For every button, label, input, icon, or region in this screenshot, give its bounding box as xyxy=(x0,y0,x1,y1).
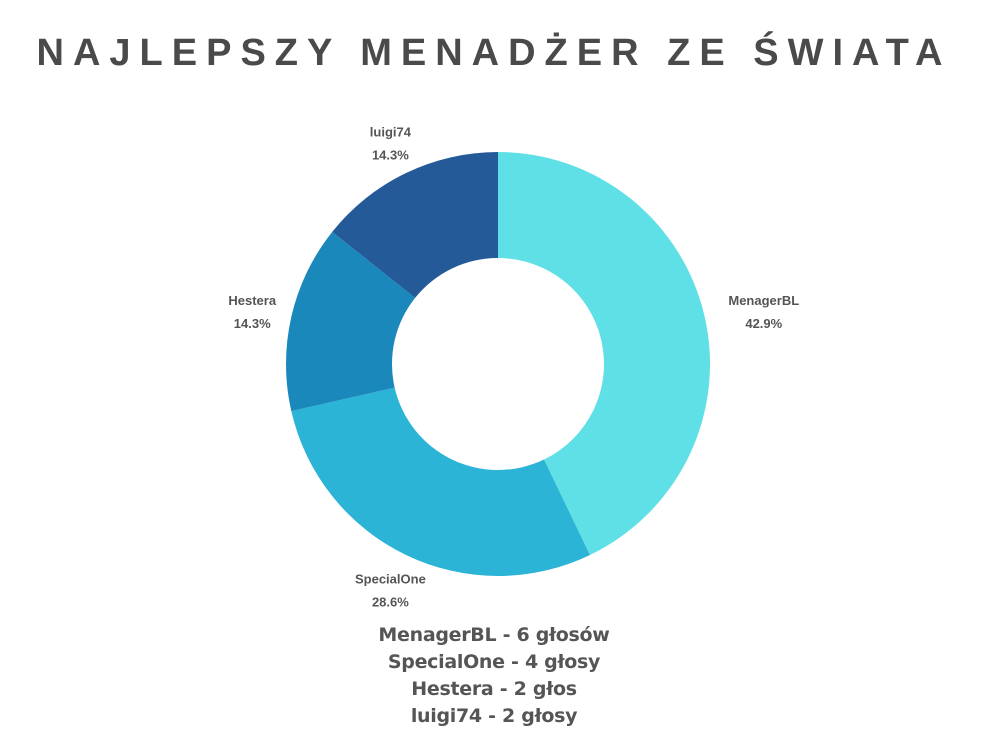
summary-line: Hestera - 2 głos xyxy=(411,678,577,700)
summary-line: MenagerBL - 6 głosów xyxy=(378,624,610,646)
summary-line: SpecialOne - 4 głosy xyxy=(387,651,601,673)
slice-Hestera xyxy=(285,231,416,412)
slice-percent-label: 14.3% xyxy=(372,148,409,163)
chart-title: NAJLEPSZY MENADŻER ZE ŚWIATA xyxy=(36,32,952,74)
slice-MenagerBL xyxy=(498,152,710,556)
slice-percent-label: 28.6% xyxy=(372,594,409,609)
slice-percent-label: 42.9% xyxy=(745,316,782,331)
summary-line: luigi74 - 2 głosy xyxy=(410,705,578,727)
slice-label: luigi74 xyxy=(370,125,412,140)
slice-SpecialOne xyxy=(291,387,590,576)
slice-label: SpecialOne xyxy=(355,571,426,586)
vote-summary: MenagerBL - 6 głosów SpecialOne - 4 głos… xyxy=(0,622,988,730)
slice-percent-label: 14.3% xyxy=(234,316,271,331)
slice-luigi74 xyxy=(332,152,498,298)
slice-label: Hestera xyxy=(228,293,276,308)
slice-label: MenagerBL xyxy=(728,293,799,308)
